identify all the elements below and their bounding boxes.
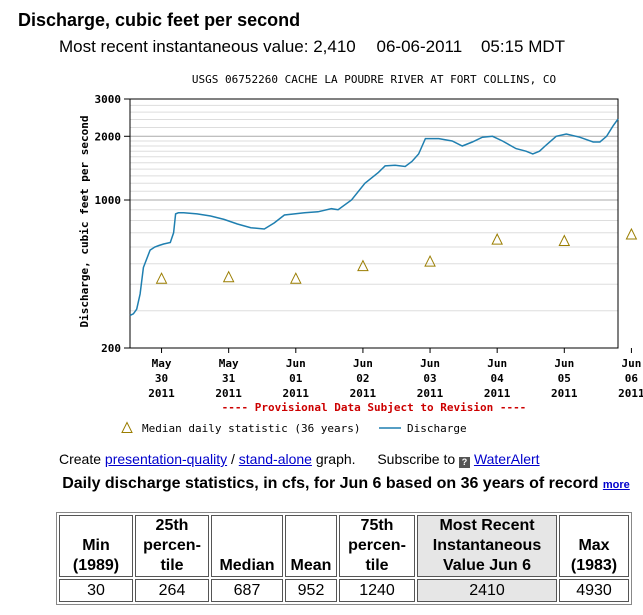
col-median-label: Median — [219, 557, 275, 574]
legend-median-label: Median daily statistic (36 years) — [142, 422, 361, 435]
stats-title: Daily discharge statistics, in cfs, for … — [56, 474, 636, 495]
x-tick-label: Jun 03 2011 — [417, 357, 444, 400]
median-marker — [558, 234, 571, 247]
y-tick-label: 3000 — [95, 93, 122, 106]
value-recent: 2410 — [417, 579, 557, 602]
median-marker — [491, 233, 503, 245]
discharge-chart: 200 1000 2000 3000 May 30 2011 May 31 2011 Jun 01 20… — [78, 73, 643, 435]
recent-value-line: Most recent instantaneous value: 2,410 0… — [59, 37, 565, 57]
median-marker — [155, 272, 168, 284]
recent-time: 05:15 MDT — [480, 37, 566, 56]
col-max-label: Max (1983) — [570, 537, 618, 574]
col-header-mean: Mean — [285, 515, 337, 577]
median-marker — [222, 270, 235, 283]
col-mean-label: Mean — [290, 557, 332, 574]
stand-alone-link[interactable]: stand-alone — [238, 451, 312, 467]
col-header-max: Max (1983) — [559, 515, 629, 577]
col-header-25th: 25th percen-tile — [135, 515, 209, 577]
page-title: Discharge, cubic feet per second — [18, 10, 301, 30]
col-header-75th: 75th percen-tile — [339, 515, 415, 577]
x-tick-label: Jun 04 2011 — [484, 357, 511, 400]
value-max: 4930 — [559, 579, 629, 602]
stats-value-row: 30 264 687 952 1240 2410 4930 — [59, 579, 629, 602]
x-tick-label: Jun 06 2011 — [618, 357, 643, 400]
x-tick-label: Jun 01 2011 — [283, 357, 310, 400]
chart-title: USGS 06752260 CACHE LA POUDRE RIVER AT F… — [192, 73, 556, 86]
plot-frame — [129, 98, 619, 349]
legend-discharge-label: Discharge — [407, 422, 467, 435]
value-mean: 952 — [285, 579, 337, 602]
col-header-recent: Most Recent Instantaneous Value Jun 6 — [417, 515, 557, 577]
value-median: 687 — [211, 579, 283, 602]
wateralert-link[interactable]: WaterAlert — [473, 451, 540, 467]
x-tick-label: Jun 05 2011 — [551, 357, 578, 400]
median-marker — [357, 259, 369, 272]
discharge-series-line — [129, 118, 619, 317]
presentation-quality-link[interactable]: presentation-quality — [104, 451, 228, 467]
x-tick-label: Jun 02 2011 — [350, 357, 377, 400]
median-marker — [424, 254, 436, 267]
recent-date: 06-06-2011 — [376, 37, 463, 56]
recent-label: Most recent instantaneous value: — [59, 37, 309, 56]
median-marker — [625, 227, 638, 240]
help-icon: ? — [459, 457, 471, 468]
col-recent-label: Most Recent Instantaneous Value Jun 6 — [432, 517, 542, 574]
subscribe-text: Subscribe to — [377, 451, 456, 467]
y-axis-label: Discharge, cubic feet per second — [78, 116, 91, 328]
col-25th-label: 25th percen-tile — [143, 517, 201, 574]
col-header-min: Min (1989) — [59, 515, 133, 577]
col-75th-label: 75th percen-tile — [348, 517, 406, 574]
stats-table: Min (1989) 25th percen-tile Median Mean … — [56, 512, 632, 605]
graph-text: graph. — [315, 451, 356, 467]
stats-title-text: Daily discharge statistics, in cfs, for … — [62, 475, 599, 492]
median-marker — [289, 272, 302, 284]
provisional-note: ---- Provisional Data Subject to Revisio… — [222, 401, 527, 414]
graph-links: Create presentation-quality / stand-alon… — [59, 451, 540, 468]
y-tick-label: 200 — [101, 342, 121, 355]
value-min: 30 — [59, 579, 133, 602]
stats-header-row: Min (1989) 25th percen-tile Median Mean … — [59, 515, 629, 577]
y-tick-label: 2000 — [95, 130, 122, 143]
legend-triangle-icon — [121, 421, 133, 433]
value-75th: 1240 — [339, 579, 415, 602]
value-25th: 264 — [135, 579, 209, 602]
col-header-median: Median — [211, 515, 283, 577]
y-tick-label: 1000 — [95, 194, 122, 207]
x-tick-label: May 30 2011 — [148, 357, 175, 400]
col-min-label: Min (1989) — [72, 537, 120, 574]
recent-value: 2,410 — [313, 37, 356, 56]
create-text: Create — [59, 451, 102, 467]
more-link[interactable]: more — [602, 479, 630, 491]
slash-text: / — [231, 451, 235, 467]
x-tick-label: May 31 2011 — [215, 357, 242, 400]
